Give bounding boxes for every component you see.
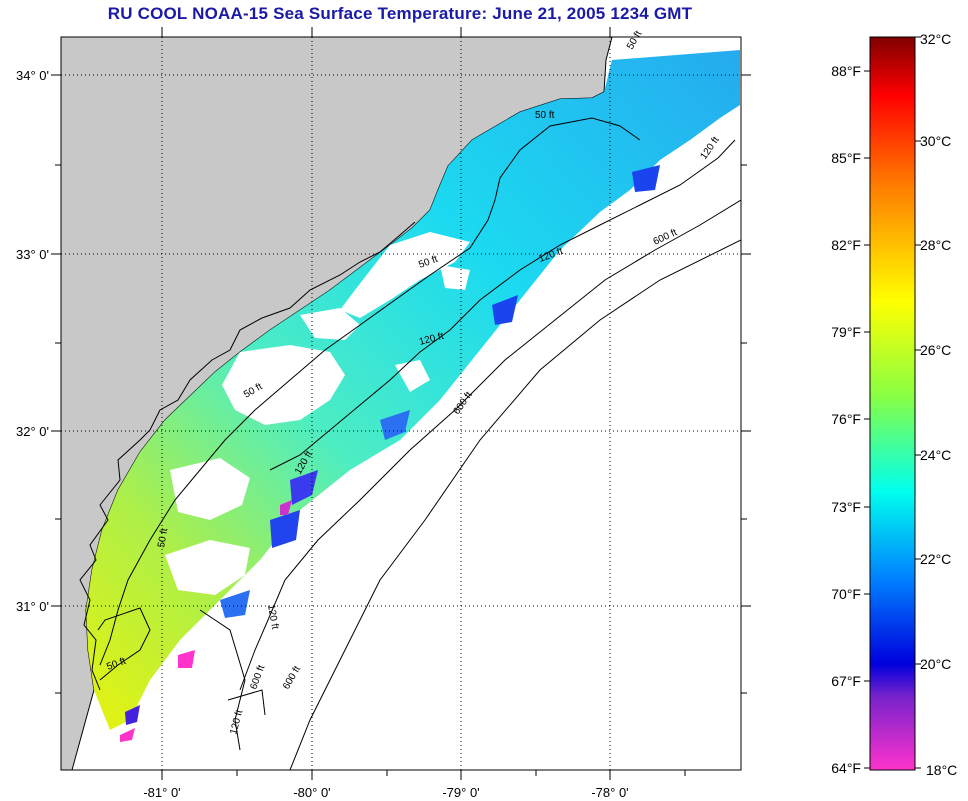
f-label: 82°F: [831, 237, 861, 253]
graticule: [61, 37, 741, 770]
map-frame: [60, 36, 742, 771]
cold-water-patches: [120, 165, 660, 742]
colorbar-fahrenheit-labels: 88°F 85°F 82°F 79°F 76°F 73°F 70°F 67°F …: [831, 63, 861, 776]
c-label: 26°C: [920, 342, 951, 358]
c-label: 32°C: [920, 31, 951, 47]
contour-label: 120 ft: [265, 604, 280, 631]
latitude-labels: 34° 0' 33° 0' 32° 0' 31° 0': [16, 68, 49, 614]
lon-label-78: -78° 0': [591, 785, 628, 800]
f-label: 85°F: [831, 150, 861, 166]
contour-label: 50 ft: [535, 110, 555, 121]
f-label: 67°F: [831, 673, 861, 689]
map-title: RU COOL NOAA-15 Sea Surface Temperature:…: [107, 4, 693, 23]
colorbar-ticks: [864, 36, 921, 769]
c-label: 20°C: [920, 656, 951, 672]
lat-label-34: 34° 0': [16, 68, 49, 83]
f-label: 64°F: [831, 760, 861, 776]
cloud-areas: [165, 232, 470, 595]
lon-label-80: -80° 0': [293, 785, 330, 800]
f-label: 76°F: [831, 411, 861, 427]
lat-label-32: 32° 0': [16, 424, 49, 439]
c-label: 22°C: [920, 551, 951, 567]
f-label: 79°F: [831, 324, 861, 340]
coastline-detail: [79, 221, 416, 691]
temperature-colorbar: [869, 36, 916, 771]
lon-label-81: -81° 0': [143, 785, 180, 800]
f-label: 73°F: [831, 499, 861, 515]
f-label: 70°F: [831, 586, 861, 602]
c-label: 24°C: [920, 447, 951, 463]
depth-contours: [97, 117, 741, 770]
map-ticks: [51, 27, 751, 780]
c-label: 18°C: [926, 762, 957, 778]
longitude-labels: -81° 0' -80° 0' -79° 0' -78° 0': [143, 785, 628, 800]
c-label: 28°C: [920, 237, 951, 253]
lon-label-79: -79° 0': [442, 785, 479, 800]
f-label: 88°F: [831, 63, 861, 79]
lat-label-33: 33° 0': [16, 247, 49, 262]
colorbar-celsius-labels: 32°C 30°C 28°C 26°C 24°C 22°C 20°C 18°C: [920, 31, 957, 778]
contour-label: 50 ft: [156, 527, 170, 548]
c-label: 30°C: [920, 133, 951, 149]
lat-label-31: 31° 0': [16, 599, 49, 614]
